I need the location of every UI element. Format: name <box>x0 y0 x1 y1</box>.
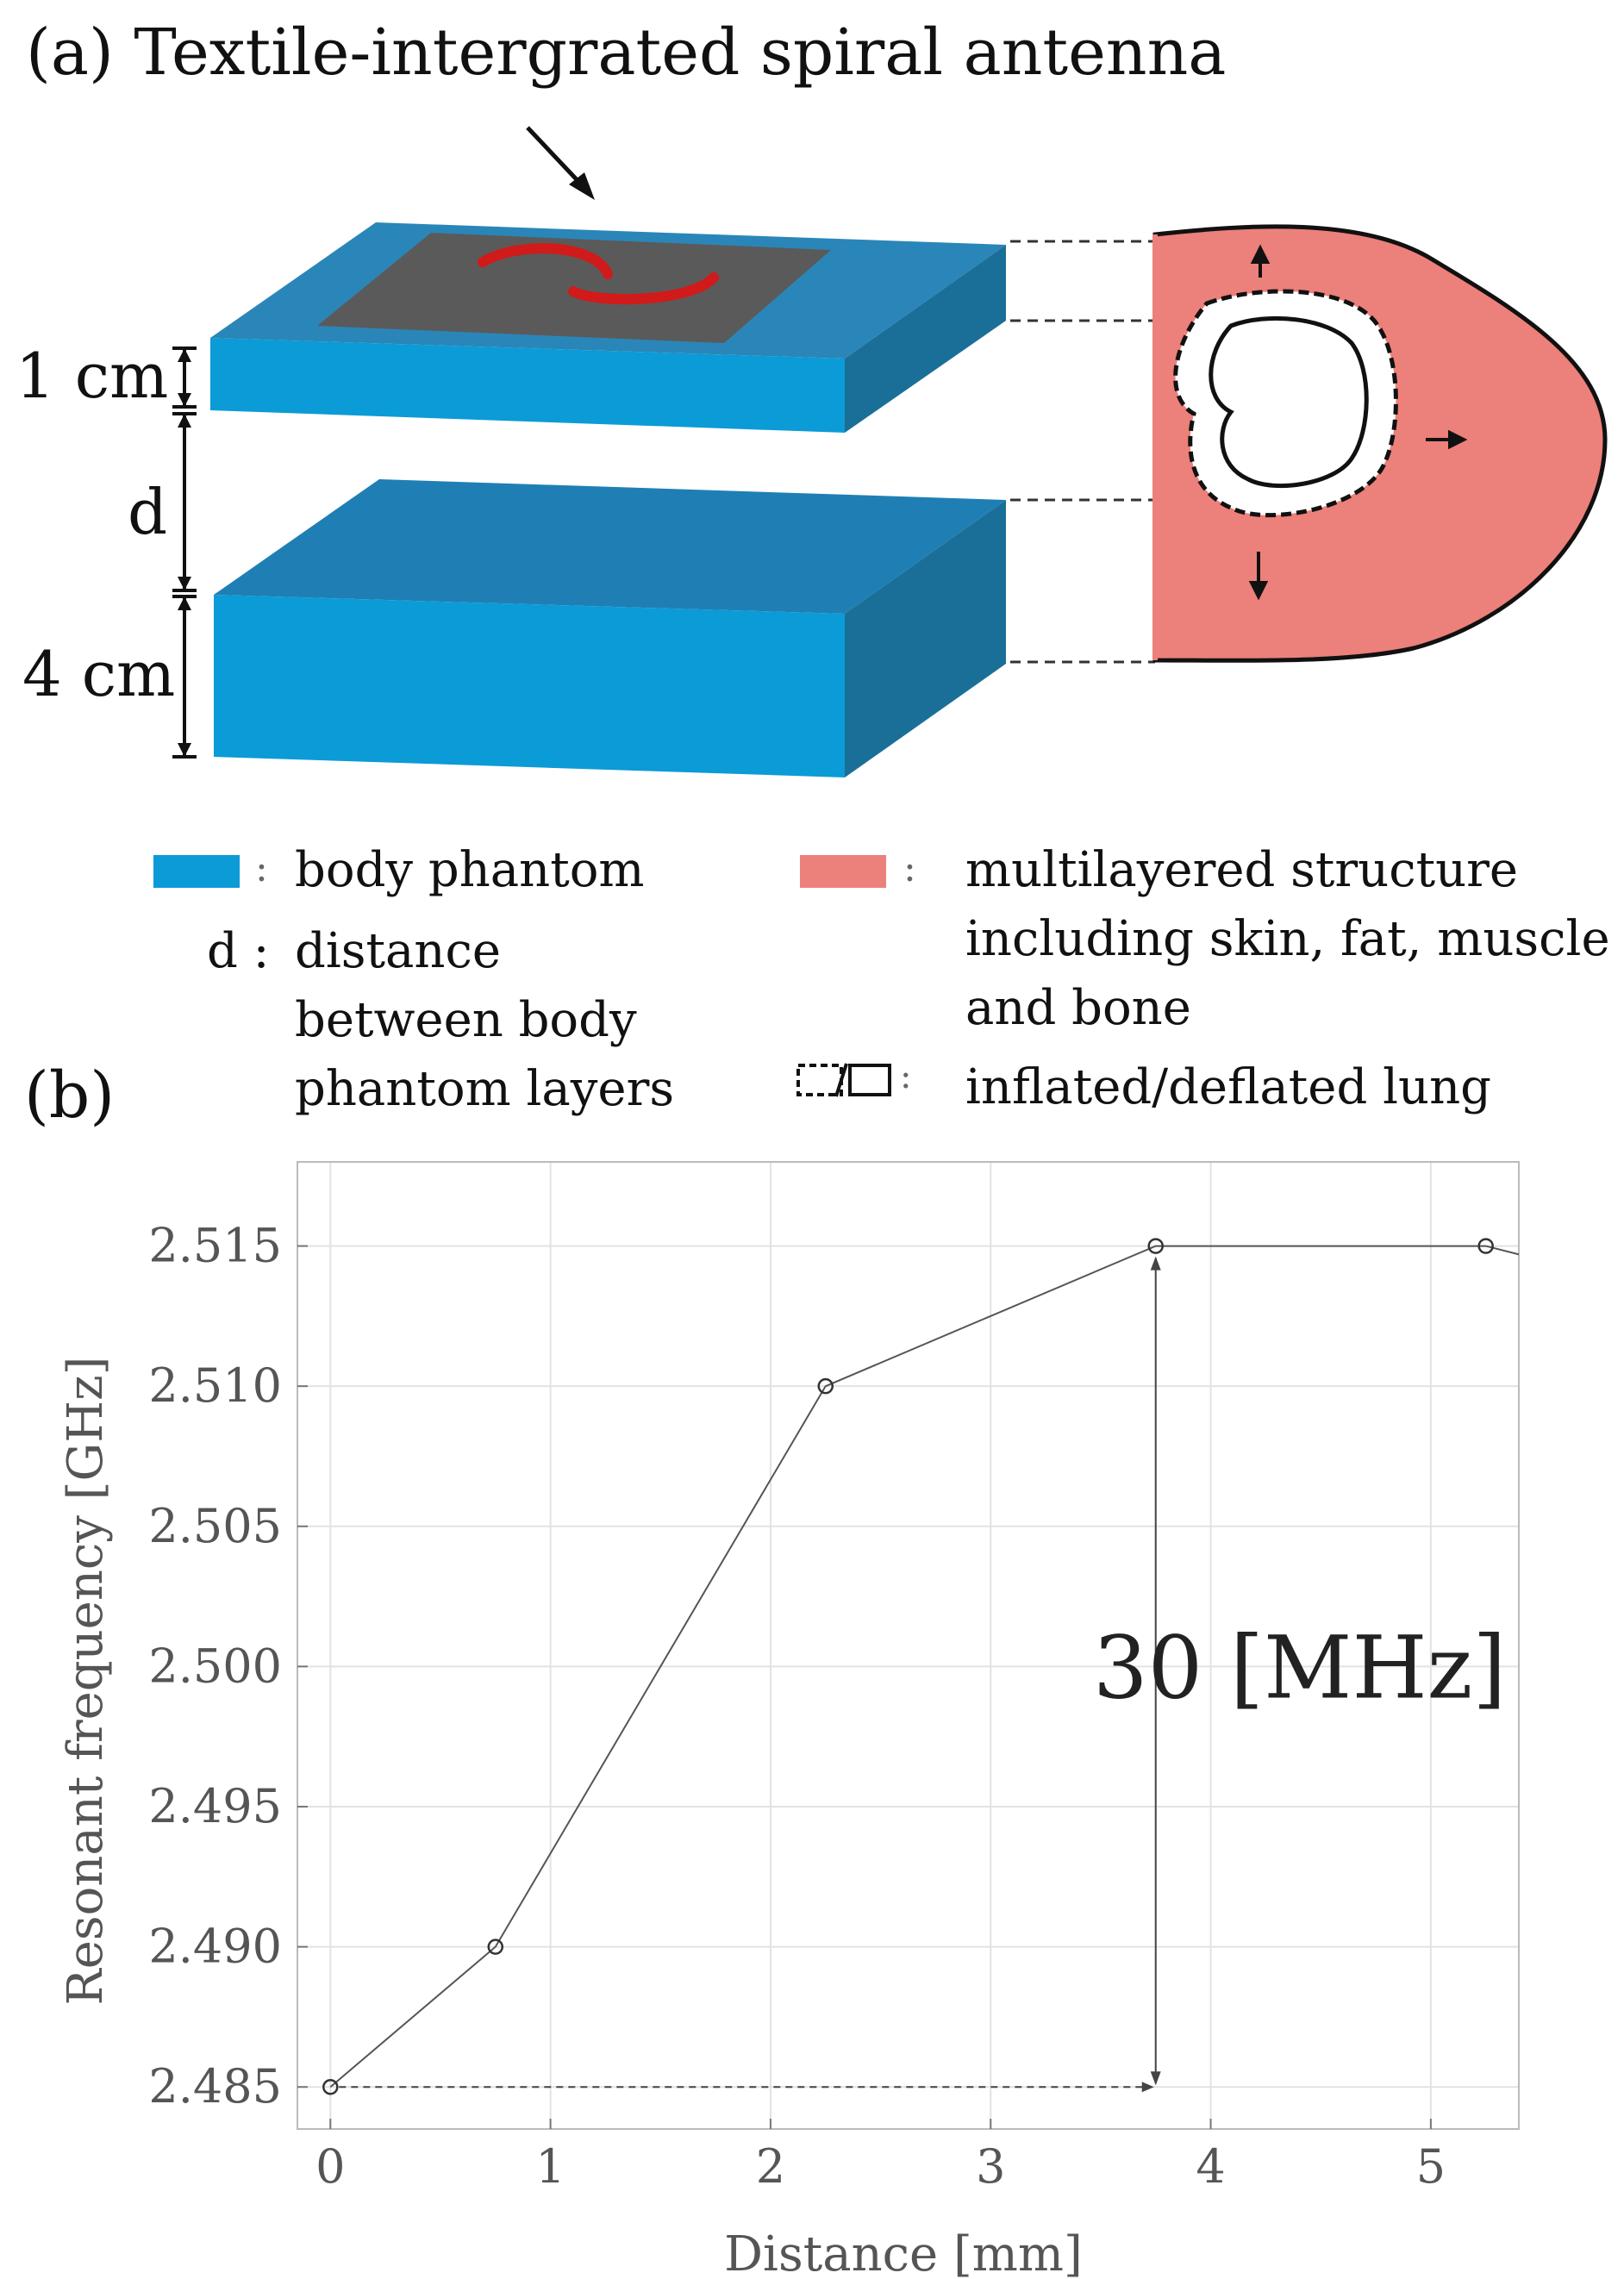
upper-phantom-slab <box>210 222 1006 433</box>
y-tick-label-1: 2.490 <box>148 1920 282 1974</box>
panel-a-title: (a) Textile-intergrated spiral antenna <box>26 16 1227 90</box>
resonant-frequency-chart: 30 [MHz] 0 1 2 3 4 5 2.485 2.490 2.495 2.500 2.505… <box>58 1161 1520 2279</box>
chart-annotation: 30 [MHz] <box>339 1256 1506 2093</box>
chart-axes <box>297 1161 1520 2130</box>
x-tick-label-2: 2 <box>756 2139 785 2194</box>
x-tick-label-0: 0 <box>315 2139 345 2194</box>
legend-multilayer-line2: including skin, fat, muscle <box>965 911 1610 967</box>
spiral-arm-right <box>568 272 719 305</box>
legend-label-phantom: body phantom <box>295 842 645 898</box>
data-point-2 <box>817 1377 834 1395</box>
panel-b-label: (b) <box>24 1058 116 1133</box>
legend-d-symbol: d : <box>207 923 270 979</box>
plot-frame <box>297 1161 1520 2130</box>
series-line <box>329 1245 1519 2088</box>
data-point-3 <box>1147 1238 1164 1254</box>
legend-swatch-multilayer <box>800 855 886 888</box>
chart-tick-labels: 0 1 2 3 4 5 2.485 2.490 2.495 2.500 2.505 2.510 2.51… <box>148 1219 1446 2194</box>
antenna-pointer-arrow <box>526 126 595 200</box>
annotation-arrowhead-top <box>1150 1256 1161 1271</box>
y-tick-label-4: 2.505 <box>148 1499 282 1553</box>
legend-label-lung: inflated/deflated lung <box>965 1059 1491 1115</box>
lung-deflated-outline <box>1209 315 1369 489</box>
legend-colon-phantom: : <box>255 846 268 890</box>
spiral-arm-left <box>478 243 613 279</box>
data-point-4 <box>1477 1238 1494 1254</box>
y-tick-label-6: 2.515 <box>148 1219 282 1273</box>
dim-label-4cm: 4 cm <box>22 638 176 710</box>
lower-slab-top <box>214 479 1006 614</box>
legend-d-desc-2: between body <box>295 992 637 1048</box>
y-axis-label: Resonant frequency [GHz] <box>58 1357 114 2006</box>
dimension-arrowheads <box>178 348 191 757</box>
panel-a-illustration <box>172 126 1608 777</box>
upper-slab-side <box>845 245 1006 433</box>
x-tick-label-5: 5 <box>1416 2139 1446 2194</box>
annotation-label: 30 [MHz] <box>1093 1617 1506 1718</box>
annotation-baseline-arrowhead <box>1141 2082 1154 2093</box>
expansion-arrows <box>1248 244 1468 601</box>
legend-multilayer-line1: multilayered structure <box>965 842 1519 898</box>
svg-text::: : <box>900 1058 911 1096</box>
legend-d-desc-1: distance <box>295 923 501 979</box>
chart-series <box>322 1238 1519 2095</box>
x-tick-label-4: 4 <box>1196 2139 1225 2194</box>
y-tick-label-2: 2.495 <box>148 1779 282 1833</box>
dimension-markers <box>172 347 197 759</box>
data-point-0 <box>322 2078 339 2095</box>
legend-d-desc-3: phantom layers <box>295 1061 675 1117</box>
dim-label-d: d <box>128 476 168 548</box>
data-point-1 <box>487 1939 504 1955</box>
lower-phantom-slab <box>214 479 1006 777</box>
x-tick-label-3: 3 <box>976 2139 1005 2194</box>
annotation-arrowhead-bottom <box>1150 2071 1161 2086</box>
cross-section-connectors <box>1010 240 1155 664</box>
y-tick-label-0: 2.485 <box>148 2059 282 2114</box>
x-tick-label-1: 1 <box>535 2139 565 2194</box>
dim-label-1cm: 1 cm <box>16 340 169 412</box>
legend-swatch-phantom <box>153 855 240 888</box>
lower-slab-front <box>214 595 845 777</box>
lung-legend-icon: : <box>796 1058 911 1097</box>
upper-slab-front <box>210 338 845 433</box>
y-tick-label-3: 2.500 <box>148 1639 282 1693</box>
legend-multilayer-line3: and bone <box>965 980 1191 1036</box>
body-cross-section <box>1152 224 1608 663</box>
y-tick-label-5: 2.510 <box>148 1358 282 1413</box>
legend-colon-multilayer: : <box>903 846 916 890</box>
lower-slab-side <box>845 500 1006 777</box>
x-axis-label: Distance [mm] <box>724 2226 1083 2279</box>
